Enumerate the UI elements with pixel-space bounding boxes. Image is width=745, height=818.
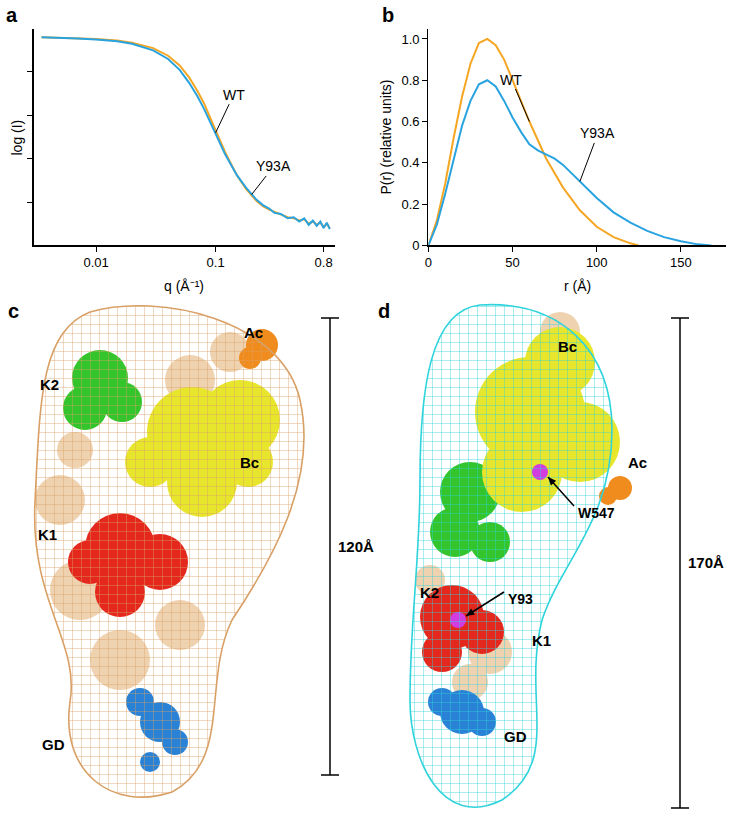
svg-text:0.8: 0.8 (401, 73, 419, 88)
svg-text:170Å: 170Å (688, 554, 724, 571)
svg-text:WT: WT (500, 72, 522, 88)
svg-text:Ac: Ac (628, 454, 647, 471)
svg-text:0: 0 (412, 238, 419, 253)
svg-text:120Å: 120Å (338, 538, 374, 555)
svg-text:c: c (8, 300, 19, 322)
svg-text:1.0: 1.0 (401, 32, 419, 47)
svg-text:K1: K1 (532, 632, 551, 649)
svg-text:K2: K2 (40, 376, 59, 393)
svg-text:q (Å⁻¹): q (Å⁻¹) (164, 278, 204, 294)
svg-text:K1: K1 (38, 526, 57, 543)
svg-text:r (Å): r (Å) (564, 278, 591, 294)
svg-text:b: b (382, 4, 394, 26)
svg-text:Bc: Bc (558, 338, 577, 355)
svg-text:log (I): log (I) (9, 120, 25, 156)
svg-text:P(r) (relative units): P(r) (relative units) (378, 79, 394, 194)
svg-text:Y93A: Y93A (256, 158, 291, 174)
svg-text:0.2: 0.2 (401, 197, 419, 212)
svg-text:K2: K2 (420, 584, 439, 601)
svg-text:0.1: 0.1 (207, 255, 225, 270)
svg-text:0.6: 0.6 (401, 114, 419, 129)
svg-text:0: 0 (425, 255, 432, 270)
svg-text:GD: GD (42, 736, 65, 753)
svg-text:Y93: Y93 (508, 591, 533, 607)
svg-text:WT: WT (223, 87, 245, 103)
svg-text:0.01: 0.01 (83, 255, 108, 270)
svg-text:0.4: 0.4 (401, 155, 419, 170)
svg-text:Bc: Bc (240, 454, 259, 471)
svg-text:GD: GD (504, 728, 527, 745)
svg-text:a: a (6, 4, 18, 26)
svg-text:50: 50 (505, 255, 519, 270)
svg-text:Y93A: Y93A (580, 125, 615, 141)
svg-text:0.8: 0.8 (315, 255, 333, 270)
svg-text:150: 150 (670, 255, 692, 270)
svg-text:d: d (378, 300, 390, 322)
svg-text:Ac: Ac (244, 324, 263, 341)
svg-text:100: 100 (586, 255, 608, 270)
svg-text:W547: W547 (578, 505, 615, 521)
